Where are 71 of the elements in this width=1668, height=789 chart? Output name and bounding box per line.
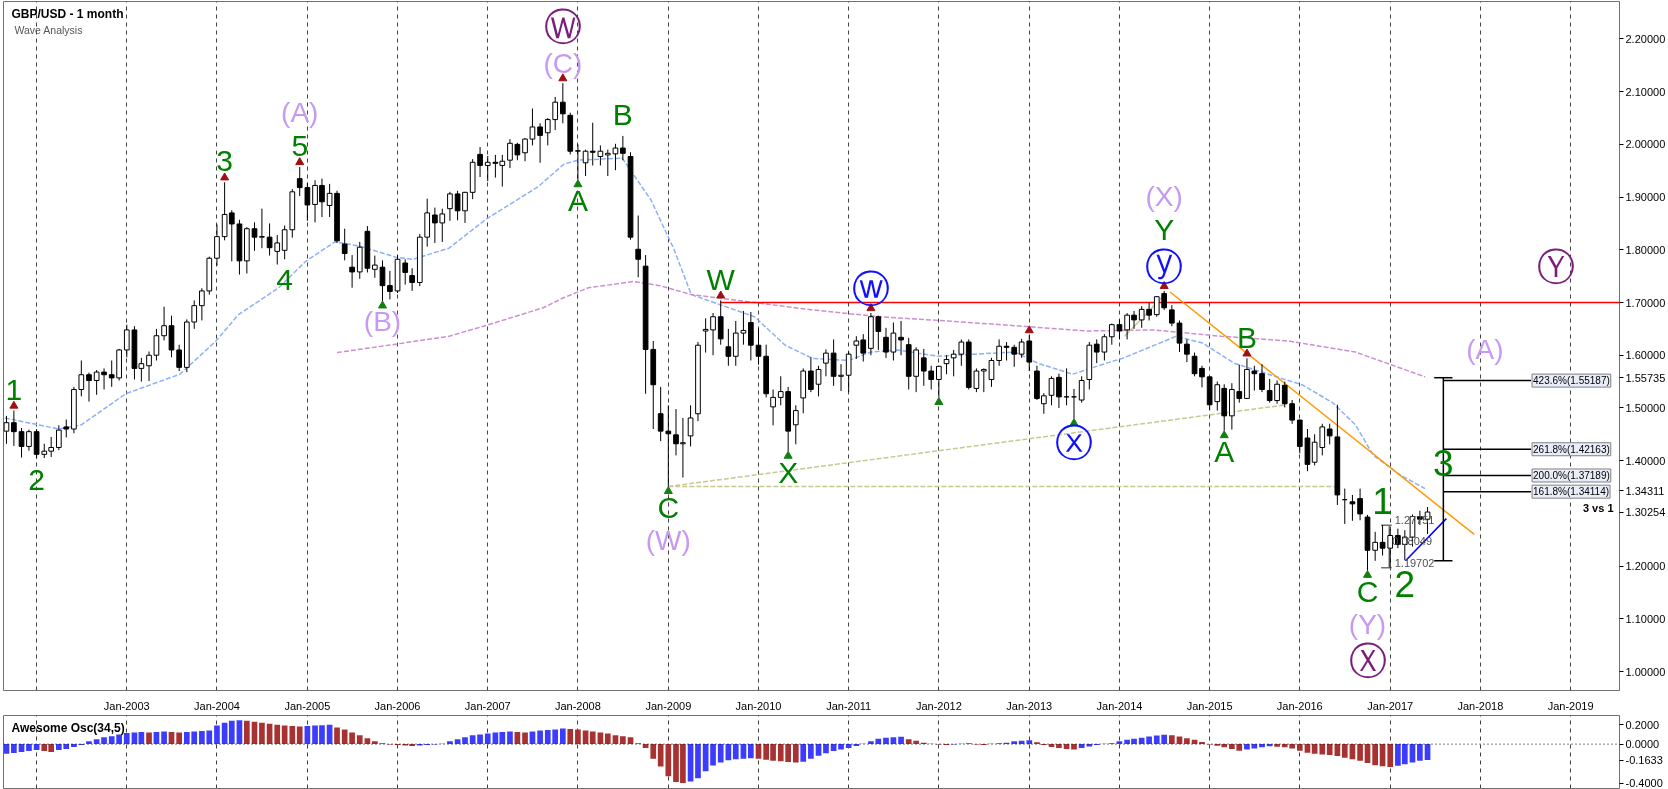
- annotation: B: [612, 98, 633, 132]
- y-tick-label: 2.10000: [1625, 85, 1666, 98]
- x-tick-label: Jan-2014: [1096, 699, 1143, 712]
- annotation: 1: [1372, 481, 1393, 523]
- x-tick-label: Jan-2012: [915, 699, 962, 712]
- legend-label: 161.8%(1.34114): [1533, 486, 1610, 498]
- annotation: C: [1356, 574, 1379, 608]
- y-tick-label: 2.20000: [1625, 32, 1666, 45]
- annotation: A: [567, 184, 588, 218]
- y-tick-label: 1.90000: [1625, 191, 1666, 204]
- x-tick-label: Jan-2017: [1367, 699, 1414, 712]
- y-tick-label: 1.34311: [1625, 484, 1665, 497]
- annotation: (B): [363, 305, 402, 337]
- x-tick-label: Jan-2018: [1457, 699, 1504, 712]
- x-tick-label: Jan-2009: [645, 699, 692, 712]
- annotation: ⓨ: [1145, 244, 1184, 289]
- y-tick-label: 0.0000: [1625, 738, 1660, 751]
- annotation: (A): [281, 97, 319, 129]
- y-tick-label: 1.55735: [1625, 371, 1666, 384]
- y-tick-label: -0.1633: [1625, 754, 1663, 767]
- annotation: X: [778, 455, 799, 489]
- annotation: (X): [1145, 180, 1183, 212]
- annotation: Ⓦ: [543, 4, 582, 49]
- y-tick-label: 1.60000: [1625, 349, 1666, 362]
- x-tick-label: Jan-2010: [735, 699, 782, 712]
- x-tick-label: Jan-2013: [1006, 699, 1053, 712]
- series-label: 200.0%(1.37189): [1533, 469, 1610, 481]
- y-tick-label: 1.20000: [1625, 560, 1666, 573]
- annotation: (W): [645, 525, 691, 557]
- y-tick-label: -0.4000: [1625, 777, 1663, 789]
- annotation: ⓧ: [1055, 420, 1093, 465]
- y-tick-label: 2.00000: [1625, 138, 1666, 151]
- chart-title: GBP/USD - 1 month: [11, 6, 124, 21]
- annotation: 2: [28, 462, 45, 496]
- legend-label: 423.6%(1.55187): [1533, 375, 1610, 387]
- y-tick-label: 1.10000: [1625, 612, 1666, 625]
- y-tick-label: 0.2000: [1625, 718, 1660, 731]
- annotation: 3: [216, 144, 233, 178]
- annotation: (C): [543, 47, 583, 79]
- annotation: 5: [291, 129, 309, 163]
- annotation: A: [1214, 435, 1235, 469]
- annotation: 3 vs 1: [1582, 501, 1614, 514]
- annotation: Y: [1154, 213, 1175, 247]
- x-tick-label: Jan-2003: [103, 699, 150, 712]
- series-label: 261.8%(1.42163): [1533, 443, 1610, 455]
- y-tick-label: 1.40000: [1625, 454, 1666, 467]
- x-tick-label: Jan-2019: [1547, 699, 1594, 712]
- x-tick-label: Jan-2011: [826, 699, 872, 712]
- x-tick-label: Jan-2016: [1276, 699, 1323, 712]
- y-tick-label: 1.00000: [1625, 665, 1666, 678]
- text: Awesome Osc(34,5): [11, 720, 125, 735]
- x-tick-label: Jan-2007: [464, 699, 511, 712]
- x-tick-label: Jan-2004: [194, 699, 240, 712]
- x-tick-label: Jan-2005: [284, 699, 331, 712]
- annotation: ⓦ: [851, 266, 890, 311]
- x-tick-label: Jan-2008: [554, 699, 601, 712]
- x-tick-label: Jan-2006: [374, 699, 421, 712]
- annotation: Ⓨ: [1536, 245, 1575, 290]
- y-tick-label: 1.50000: [1625, 401, 1666, 414]
- y-tick-label: 1.30254: [1625, 506, 1666, 519]
- annotation: (A): [1466, 333, 1504, 365]
- annotation: 4: [276, 263, 293, 297]
- y-tick-label: 1.70000: [1625, 296, 1666, 309]
- y-tick-label: 1.80000: [1625, 243, 1666, 256]
- annotation: W: [706, 262, 736, 296]
- annotation: 1: [5, 372, 23, 406]
- annotation: (Y): [1348, 609, 1387, 641]
- annotation: C: [657, 490, 680, 524]
- text: Wave Analysis: [14, 23, 83, 36]
- x-tick-label: Jan-2015: [1186, 699, 1233, 712]
- annotation: B: [1236, 320, 1257, 354]
